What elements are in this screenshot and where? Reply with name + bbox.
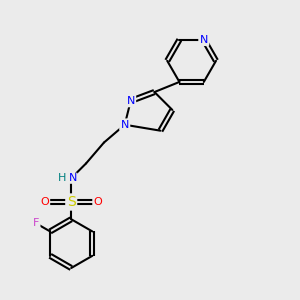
Text: O: O [94,197,102,207]
Text: H: H [58,173,66,183]
Text: N: N [68,173,77,183]
Text: O: O [40,197,49,207]
Text: F: F [33,218,39,228]
Text: N: N [200,35,208,45]
Text: S: S [67,195,76,209]
Text: N: N [121,120,129,130]
Text: N: N [127,96,135,106]
